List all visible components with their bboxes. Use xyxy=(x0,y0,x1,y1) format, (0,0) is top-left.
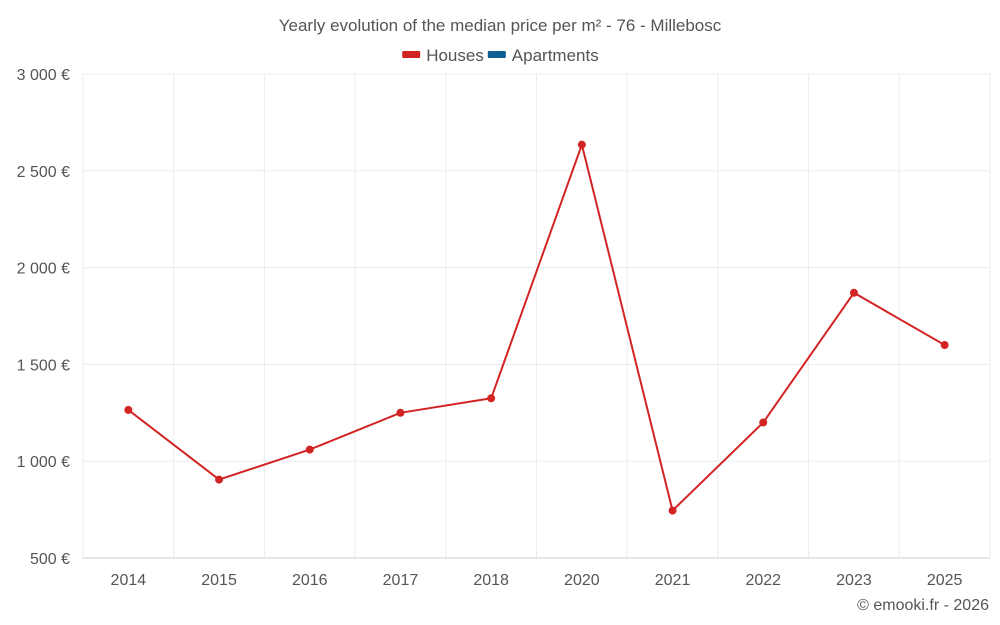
x-axis: 2014 2015 2016 2017 2018 2020 2021 2022 2023 2025 xyxy=(111,572,963,589)
x-tick-label: 2021 xyxy=(655,572,691,589)
y-tick-label: 500 € xyxy=(30,551,70,568)
x-tick-label: 2016 xyxy=(292,572,328,589)
gridlines xyxy=(82,73,991,559)
x-tick-label: 2025 xyxy=(927,572,963,589)
legend-swatch xyxy=(402,51,421,58)
data-point[interactable] xyxy=(487,394,496,403)
x-tick-label: 2018 xyxy=(473,572,509,589)
y-tick-label: 1 500 € xyxy=(17,357,70,374)
x-tick-label: 2017 xyxy=(383,572,419,589)
series-line-houses xyxy=(127,143,946,512)
data-point[interactable] xyxy=(215,475,224,484)
data-point[interactable] xyxy=(759,418,768,427)
y-axis: 500 € 1 000 € 1 500 € 2 000 € 2 500 € 3 000 € xyxy=(17,67,70,568)
y-tick-label: 2 000 € xyxy=(17,261,70,278)
x-tick-label: 2020 xyxy=(564,572,600,589)
x-tick-label: 2022 xyxy=(745,572,781,589)
x-tick-label: 2015 xyxy=(201,572,237,589)
data-point[interactable] xyxy=(849,288,858,297)
legend-item-apartments[interactable]: Apartments xyxy=(487,46,599,65)
x-tick-label: 2014 xyxy=(111,572,147,589)
credit-text: © emooki.fr - 2026 xyxy=(857,597,989,614)
data-point[interactable] xyxy=(668,506,677,515)
data-point[interactable] xyxy=(940,341,949,350)
legend-label: Apartments xyxy=(512,46,599,65)
data-point[interactable] xyxy=(305,445,314,454)
data-point[interactable] xyxy=(124,405,133,414)
legend: Houses Apartments xyxy=(402,46,599,65)
y-tick-label: 2 500 € xyxy=(17,164,70,181)
data-point[interactable] xyxy=(577,140,586,149)
y-tick-label: 1 000 € xyxy=(17,454,70,471)
legend-label: Houses xyxy=(426,46,484,65)
chart-title: Yearly evolution of the median price per… xyxy=(279,16,722,35)
x-tick-label: 2023 xyxy=(836,572,872,589)
legend-swatch xyxy=(487,51,506,58)
legend-item-houses[interactable]: Houses xyxy=(402,46,484,65)
y-tick-label: 3 000 € xyxy=(17,67,70,84)
series-layer xyxy=(124,140,949,515)
data-point[interactable] xyxy=(396,408,405,417)
